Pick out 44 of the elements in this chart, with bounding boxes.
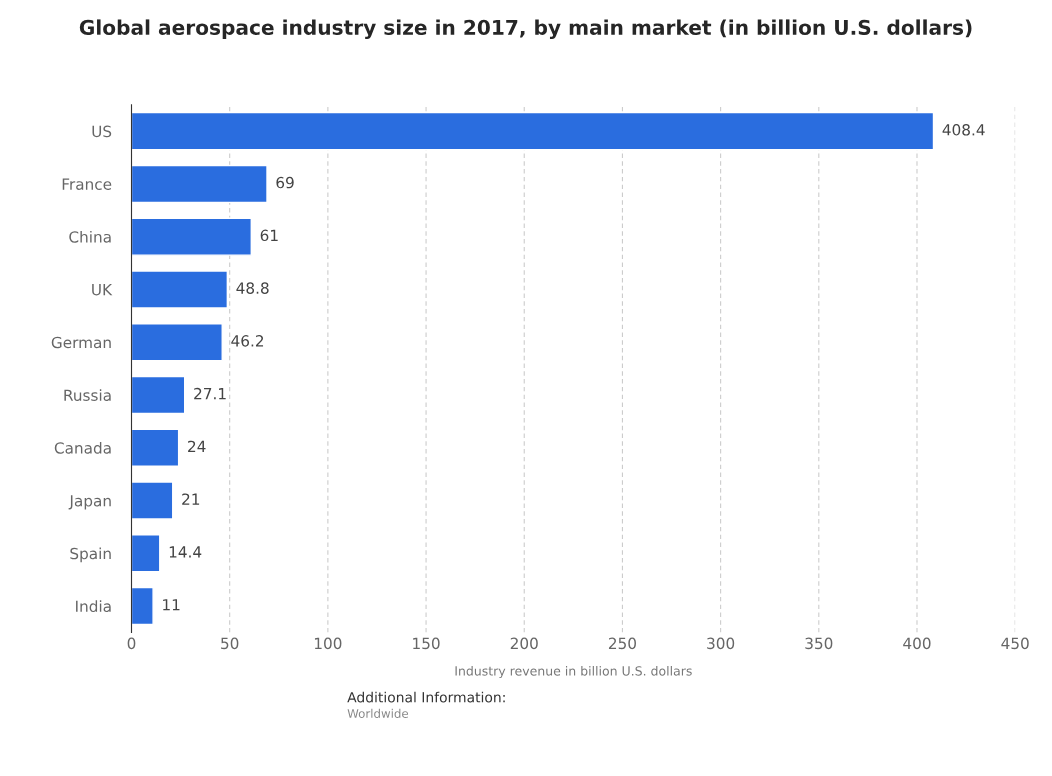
data-label: 408.4: [942, 124, 985, 136]
data-label: 27.1: [194, 387, 226, 400]
bar: [131, 375, 186, 415]
x-tick-label: 100: [314, 637, 342, 650]
bar: [131, 111, 935, 151]
y-tick-label: Spain: [70, 547, 111, 563]
text: Additional Information:: [347, 691, 505, 703]
x-tick-label: 200: [510, 637, 538, 650]
y-tick-label: India: [76, 600, 111, 613]
data-label: 61: [260, 229, 278, 242]
y-tick-label: Japan: [68, 495, 111, 510]
bar: [131, 217, 252, 256]
bar: [131, 164, 268, 204]
x-tick-label: 350: [805, 637, 833, 650]
y-tick-label: UK: [92, 284, 113, 296]
data-label: 14.4: [169, 546, 202, 558]
x-tick-label: 400: [903, 637, 931, 650]
x-tick-label: 450: [1001, 637, 1029, 650]
data-label: 24: [188, 440, 206, 452]
bar: [131, 586, 154, 626]
x-tick-label: 300: [707, 637, 735, 650]
bar: [131, 323, 223, 362]
chart-title: Global aerospace industry size in 2017, by main market (in billion U.S. dollars): [79, 19, 972, 40]
data-label: 48.8: [236, 282, 269, 294]
y-tick-label: China: [69, 230, 111, 243]
x-tick-label: 150: [413, 637, 440, 650]
x-axis-title: Industry revenue in billion U.S. dollars: [455, 665, 692, 679]
y-tick-label: German: [51, 336, 111, 349]
y-tick-label: Russia: [64, 389, 111, 402]
bar: [131, 534, 161, 573]
x-tick-label: 250: [608, 637, 636, 650]
bar: [131, 270, 229, 309]
bar: [131, 428, 180, 467]
x-tick-label: 50: [221, 637, 239, 650]
data-label: 69: [276, 176, 294, 189]
y-tick-label: France: [62, 178, 112, 190]
text: Worldwide: [347, 708, 409, 718]
y-tick-label: Canada: [54, 441, 111, 454]
data-label: 11: [163, 599, 180, 611]
data-label: 21: [182, 493, 200, 505]
y-tick-label: US: [92, 125, 112, 138]
data-label: 46.2: [231, 335, 264, 347]
bar: [131, 481, 174, 520]
x-tick-label: 0: [127, 637, 136, 650]
